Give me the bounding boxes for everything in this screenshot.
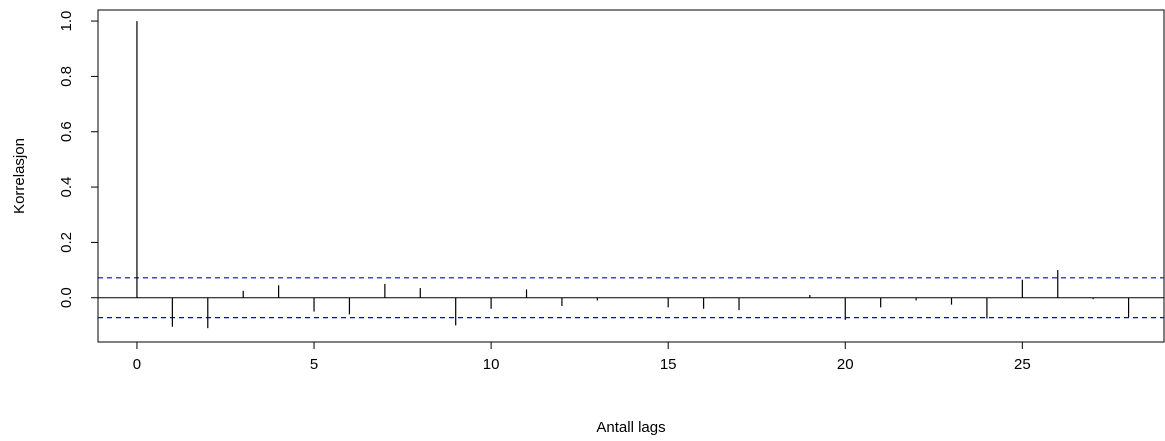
x-axis: 0 5 10 15 20 25: [133, 341, 1031, 373]
y-tick-label: 0.4: [58, 177, 75, 198]
y-axis-title: Korrelasjon: [11, 138, 28, 214]
y-tick-label: 0.6: [58, 121, 75, 142]
x-tick-label: 20: [837, 356, 854, 373]
x-tick-label: 5: [310, 356, 318, 373]
x-axis-title: Antall lags: [596, 419, 665, 436]
y-axis: 0.0 0.2 0.4 0.6 0.8 1.0: [58, 11, 99, 308]
x-tick-label: 15: [660, 356, 677, 373]
y-tick-label: 0.0: [58, 287, 75, 308]
acf-stems: [136, 21, 1130, 329]
confidence-bands: [98, 277, 1164, 319]
y-tick-label: 0.2: [58, 232, 75, 253]
x-tick-label: 10: [483, 356, 500, 373]
plot-area: [97, 9, 1165, 343]
y-tick-label: 1.0: [58, 11, 75, 32]
plot-frame: [97, 9, 1165, 343]
x-tick-label: 25: [1014, 356, 1031, 373]
x-tick-label: 0: [133, 356, 141, 373]
y-tick-label: 0.8: [58, 66, 75, 87]
